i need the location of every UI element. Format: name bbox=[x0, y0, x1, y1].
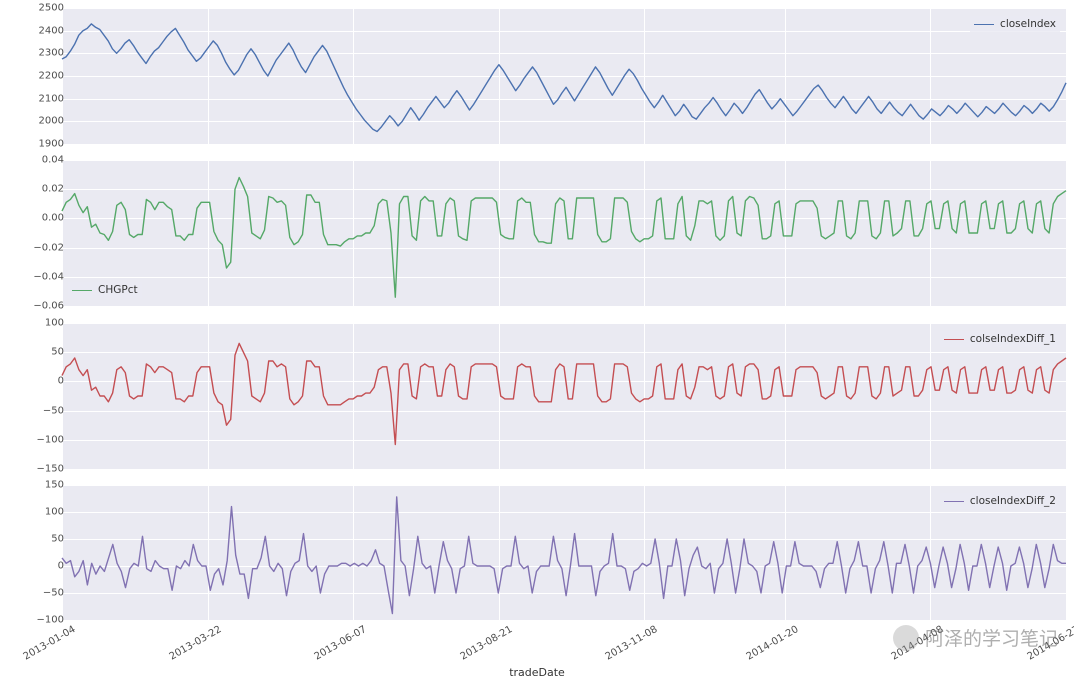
legend-swatch bbox=[944, 501, 964, 502]
legend-swatch bbox=[974, 24, 994, 25]
legend: closeIndexDiff_2 bbox=[940, 493, 1060, 509]
subplot-colseIndexDiff_1: colseIndexDiff_1 bbox=[62, 323, 1066, 469]
ytick-label: 100 bbox=[14, 507, 64, 518]
xlabel: tradeDate bbox=[509, 666, 565, 679]
xtick-label: 2014-01-20 bbox=[734, 624, 800, 669]
xtick-label: 2013-06-07 bbox=[303, 624, 369, 669]
legend-label: closeIndexDiff_2 bbox=[970, 495, 1056, 507]
ytick-label: 0.02 bbox=[14, 184, 64, 195]
gridline bbox=[62, 144, 1066, 145]
legend-swatch bbox=[944, 339, 964, 340]
ytick-label: 2100 bbox=[14, 93, 64, 104]
legend-label: closeIndex bbox=[1000, 18, 1056, 30]
gridline bbox=[62, 306, 1066, 307]
xtick-label: 2014-04-08 bbox=[880, 624, 946, 669]
legend-swatch bbox=[72, 290, 92, 291]
ytick-label: 100 bbox=[14, 318, 64, 329]
subplot-closeIndexDiff_2: closeIndexDiff_2 bbox=[62, 485, 1066, 620]
series-line bbox=[62, 8, 1066, 144]
ytick-label: 0.04 bbox=[14, 155, 64, 166]
legend-label: colseIndexDiff_1 bbox=[970, 333, 1056, 345]
ytick-label: 2200 bbox=[14, 71, 64, 82]
gridline bbox=[62, 620, 1066, 621]
xtick-label: 2013-01-04 bbox=[11, 624, 77, 669]
series-line bbox=[62, 485, 1066, 620]
ytick-label: −50 bbox=[14, 405, 64, 416]
gridline bbox=[1066, 160, 1067, 306]
ytick-label: −150 bbox=[14, 464, 64, 475]
ytick-label: 50 bbox=[14, 534, 64, 545]
gridline bbox=[1066, 485, 1067, 620]
gridline bbox=[1066, 323, 1067, 469]
ytick-label: −50 bbox=[14, 588, 64, 599]
legend: closeIndex bbox=[970, 16, 1060, 32]
gridline bbox=[62, 469, 1066, 470]
ytick-label: −0.06 bbox=[14, 301, 64, 312]
ytick-label: 0.00 bbox=[14, 213, 64, 224]
ytick-label: 2300 bbox=[14, 48, 64, 59]
ytick-label: 50 bbox=[14, 347, 64, 358]
xtick-label: 2013-08-21 bbox=[448, 624, 514, 669]
ytick-label: 2400 bbox=[14, 25, 64, 36]
gridline bbox=[1066, 8, 1067, 144]
ytick-label: 150 bbox=[14, 480, 64, 491]
ytick-label: −0.04 bbox=[14, 271, 64, 282]
ytick-label: −0.02 bbox=[14, 242, 64, 253]
series-line bbox=[62, 160, 1066, 306]
ytick-label: 2000 bbox=[14, 116, 64, 127]
ytick-label: −100 bbox=[14, 434, 64, 445]
series-line bbox=[62, 323, 1066, 469]
subplot-CHGPct: CHGPct bbox=[62, 160, 1066, 306]
ytick-label: 0 bbox=[14, 561, 64, 572]
legend: colseIndexDiff_1 bbox=[940, 331, 1060, 347]
legend-label: CHGPct bbox=[98, 284, 138, 296]
legend: CHGPct bbox=[68, 282, 142, 298]
xtick-label: 2013-11-08 bbox=[594, 624, 660, 669]
ytick-label: 0 bbox=[14, 376, 64, 387]
figure: closeIndex 1900 2000 2100 2200 2300 2400 2500 CH… bbox=[0, 0, 1074, 683]
xtick-label: 2013-03-22 bbox=[157, 624, 223, 669]
ytick-label: 1900 bbox=[14, 139, 64, 150]
subplot-closeIndex: closeIndex bbox=[62, 8, 1066, 144]
ytick-label: −100 bbox=[14, 615, 64, 626]
xtick-label: 2014-06-27 bbox=[1015, 624, 1074, 669]
ytick-label: 2500 bbox=[14, 3, 64, 14]
